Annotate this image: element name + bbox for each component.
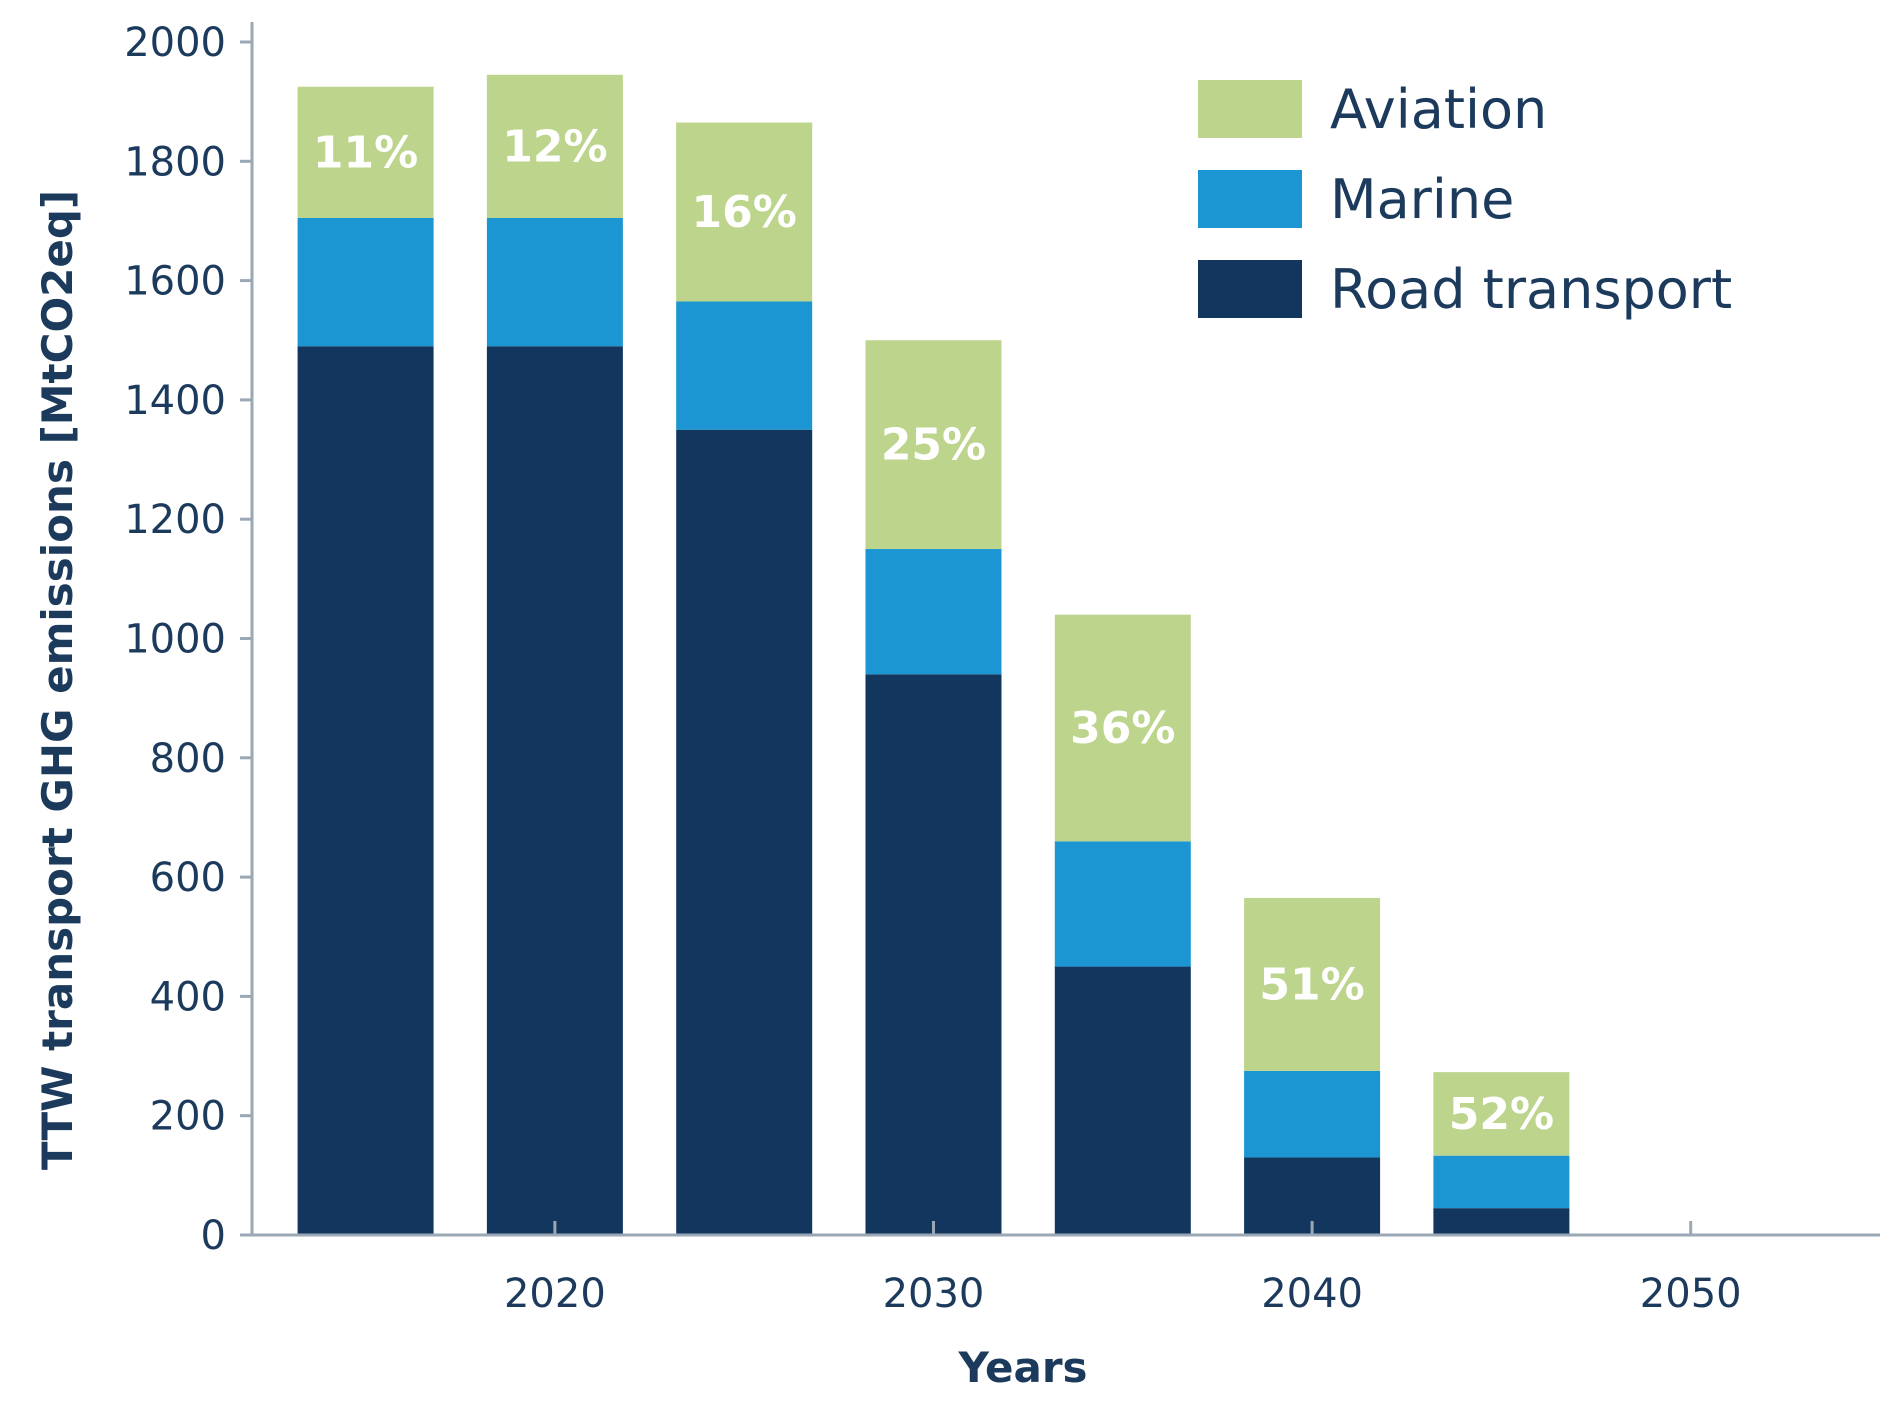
bar-marine-2020 [486, 217, 623, 347]
bar-aviation-2015 [297, 86, 434, 218]
bar-road-transport-2045 [1433, 1208, 1570, 1235]
bar-marine-2030 [865, 549, 1002, 675]
bar-aviation-2030 [865, 340, 1002, 550]
legend-swatch-aviation [1198, 80, 1302, 138]
y-tick-label-0: 0 [201, 1213, 226, 1259]
y-tick-label-1400: 1400 [124, 378, 226, 424]
legend-swatch-marine [1198, 170, 1302, 228]
bar-road-transport-2020 [486, 346, 623, 1236]
bar-marine-2035 [1054, 841, 1191, 967]
x-tick-label-2040: 2040 [1261, 1271, 1363, 1317]
aviation-share-label-2015: 11% [313, 127, 418, 178]
bar-aviation-2035 [1054, 614, 1191, 842]
x-tick-label-2030: 2030 [883, 1271, 985, 1317]
bar-aviation-2040 [1244, 897, 1381, 1071]
bar-marine-2025 [676, 301, 813, 430]
bars-group: 11% 12% 16% 25% 36% 51% 52% [297, 74, 1570, 1236]
bar-road-transport-2015 [297, 346, 434, 1236]
bar-marine-2015 [297, 217, 434, 347]
y-tick-label-1200: 1200 [124, 497, 226, 543]
bar-marine-2045 [1433, 1155, 1570, 1209]
legend-swatch-road-transport [1198, 260, 1302, 318]
y-tick-label-1600: 1600 [124, 259, 226, 305]
y-tick-label-2000: 2000 [124, 20, 226, 66]
bar-marine-2040 [1244, 1070, 1381, 1158]
aviation-share-label-2025: 16% [692, 187, 797, 238]
aviation-share-label-2035: 36% [1070, 703, 1175, 754]
y-tick-label-400: 400 [150, 974, 226, 1020]
y-tick-label-1000: 1000 [124, 617, 226, 663]
bar-road-transport-2030 [865, 674, 1002, 1235]
x-tick-label-2050: 2050 [1640, 1271, 1742, 1317]
y-tick-label-1800: 1800 [124, 139, 226, 185]
aviation-share-label-2030: 25% [881, 420, 986, 471]
y-ticks-group: 0 200 400 600 800 1000 1200 1400 1600 1800 2000 [124, 20, 252, 1259]
y-tick-label-600: 600 [150, 855, 226, 901]
x-tick-label-2020: 2020 [504, 1271, 606, 1317]
bar-road-transport-2035 [1054, 966, 1191, 1235]
bar-aviation-2020 [486, 74, 623, 218]
legend: Aviation Marine Road transport [1198, 78, 1732, 321]
aviation-share-label-2040: 51% [1259, 959, 1364, 1010]
legend-label-road-transport: Road transport [1330, 258, 1732, 321]
x-ticks-group: 2020 2030 2040 2050 [504, 1221, 1742, 1317]
x-axis-title: Years [957, 1343, 1087, 1392]
y-tick-label-200: 200 [150, 1094, 226, 1140]
bar-aviation-2045 [1433, 1072, 1570, 1156]
aviation-share-label-2020: 12% [502, 121, 607, 172]
aviation-share-label-2045: 52% [1449, 1089, 1554, 1140]
bar-road-transport-2025 [676, 429, 813, 1236]
legend-label-marine: Marine [1330, 168, 1514, 231]
bar-aviation-2025 [676, 122, 813, 302]
y-axis-title: TTW transport GHG emissions [MtCO2eq] [33, 190, 82, 1170]
axes-group [250, 22, 1880, 1237]
legend-label-aviation: Aviation [1330, 78, 1547, 141]
y-tick-label-800: 800 [150, 736, 226, 782]
